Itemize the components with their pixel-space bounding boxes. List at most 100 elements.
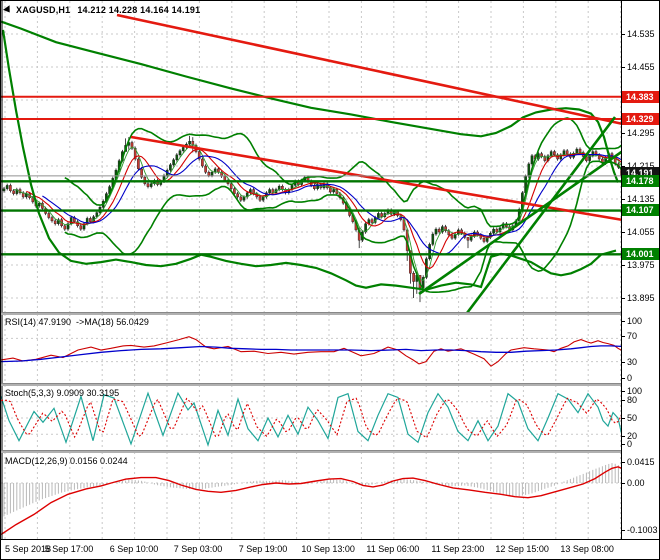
candle-bull [549,151,553,156]
price-axis-tick-mark [622,462,625,463]
candle-bear [460,229,463,234]
candle-bear [466,237,470,241]
price-axis-label: 14.455 [627,62,655,72]
candle-bull [175,154,179,161]
price-axis-tick-mark [622,436,625,437]
chart-title-ohlc: 14.212 14.228 14.164 14.191 [77,5,201,15]
candle-bear [444,226,447,231]
stoch-signal-line [1,397,623,439]
symbol-marker-icon[interactable] [3,5,13,15]
candle-bear [281,186,284,190]
candle-bear [217,168,220,173]
candle-bull [169,164,172,171]
pane-splitter[interactable] [1,450,624,453]
trendline[interactable] [418,148,624,296]
price-axis[interactable]: 14.53514.45514.37514.29514.21514.13514.0… [621,1,659,542]
candle-bear [565,150,569,155]
outer-band-lower [1,29,617,291]
pane-splitter[interactable] [1,312,624,315]
candle-bull [434,228,438,235]
candle-bear [239,196,243,201]
candle-bull [261,196,265,201]
candle-bear [133,148,137,160]
candle-bull [82,223,86,230]
candle-bear [89,218,92,222]
stoch-pane[interactable] [1,385,624,451]
price-axis-tick-mark [622,232,625,233]
time-axis-label: 7 Sep 19:00 [238,544,288,554]
candle-bear [63,225,67,230]
candle-bull [469,235,473,241]
candle-bull [178,150,182,156]
price-axis-tick-mark [622,362,625,363]
price-axis-label: 70 [627,331,638,341]
main-chart-svg [1,1,624,313]
candle-bull [332,189,335,193]
time-axis-label: 10 Sep 13:00 [301,544,355,554]
pane-splitter[interactable] [1,383,624,386]
price-axis-label: 14.535 [627,29,655,39]
macd-signal-line [1,466,624,536]
ma-line-medium [26,148,622,270]
time-axis[interactable]: 5 Sep 2018 5 Sep 17:00 6 Sep 10:00 7 Sep 03… [1,539,659,559]
price-axis-tick-mark [622,166,625,167]
macd-label: MACD(12,26,9) 0.0156 0.0244 [5,456,128,466]
rsi-label: RSI(14) 47.9190 ->MA(18) 56.0429 [5,317,149,327]
price-axis-tick-mark [622,418,625,419]
candle-bull [2,188,6,191]
price-axis-label: 0 [627,373,633,383]
candle-bear [197,151,201,160]
candle-bear [204,165,207,173]
price-axis-label: 30 [627,357,638,367]
candle-bear [137,158,140,170]
candle-bull [530,155,534,165]
price-axis-label: 13.895 [627,293,655,303]
candle-bull [242,196,246,201]
trendline[interactable] [130,135,624,222]
candle-bear [482,237,486,242]
candle-bull [364,223,367,233]
candle-bear [370,219,374,223]
price-axis-label: 14.295 [627,128,655,138]
price-axis-tick-mark [622,34,625,35]
ma-line-slow [42,154,622,255]
time-axis-label: 5 Sep 2018 [5,544,52,554]
candle-bull [277,186,281,190]
trendline[interactable] [465,116,617,313]
price-axis-label: 14.055 [627,227,655,237]
price-axis-tick-mark [622,298,625,299]
main-chart-pane[interactable] [1,1,624,313]
candle-bull [425,258,428,278]
candle-bear [140,168,143,178]
candle-bear [495,228,499,233]
candle-bull [492,228,495,234]
price-axis-label: 20 [627,431,638,441]
price-axis-label: 14.215 [627,161,655,171]
rsi-pane[interactable] [1,314,624,384]
stoch-svg-line [1,391,624,448]
time-axis-label: 5 Sep 17:00 [44,544,94,554]
trendline[interactable] [116,13,624,126]
price-axis-tick-mark [622,133,625,134]
candle-bear [207,171,211,176]
candle-bear [50,217,54,222]
time-axis-label: 6 Sep 10:00 [109,544,159,554]
price-axis-tick-mark [622,530,625,531]
chart-title-row: XAGUSD,H1 14.212 14.228 14.164 14.191 [3,4,201,16]
price-axis-label: -0.1003 [627,525,658,535]
candle-bear [229,183,233,189]
price-badge: 14.329 [622,113,659,125]
candle-bull [588,155,591,161]
candle-bull [57,219,60,224]
candle-bull [377,213,380,218]
candle-bull [268,189,271,194]
candle-bear [543,156,547,161]
candle-bear [233,188,236,194]
chart-title-symbol: XAGUSD,H1 [16,5,71,15]
price-axis-label: 13.975 [627,260,655,270]
time-axis-label: 11 Sep 23:00 [431,544,485,554]
candle-bull [441,226,444,233]
candle-bear [450,234,454,239]
price-axis-tick-mark [622,199,625,200]
